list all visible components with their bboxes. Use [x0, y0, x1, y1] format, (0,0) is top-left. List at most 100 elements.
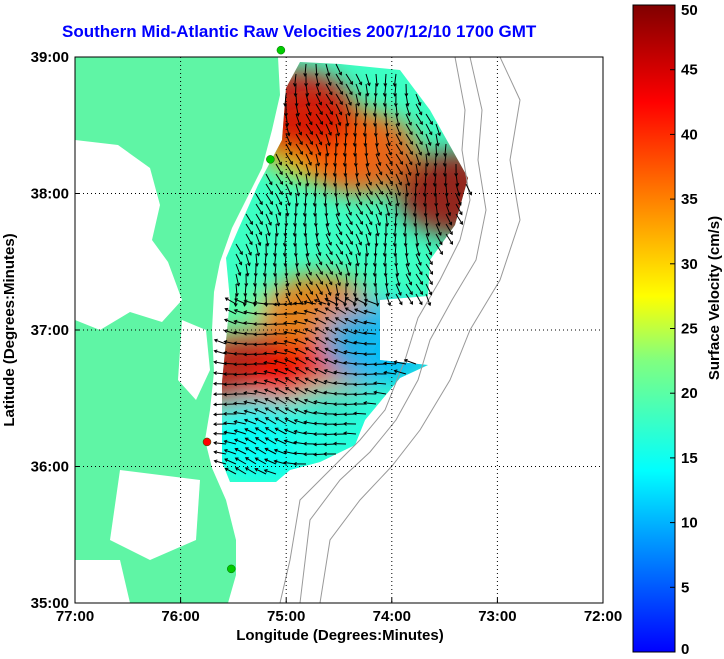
velocity-arrow — [455, 213, 463, 225]
colorbar-tick-label: 40 — [681, 126, 698, 143]
velocity-arrow — [295, 183, 300, 196]
velocity-arrow — [405, 263, 411, 276]
arrow-head — [353, 351, 357, 356]
arrow-head — [233, 382, 237, 387]
arrow-head — [357, 92, 362, 97]
arrow-head — [373, 390, 378, 395]
velocity-arrow — [305, 93, 310, 106]
arrow-head — [379, 201, 383, 206]
arrow-head — [353, 372, 357, 377]
velocity-arrow — [295, 123, 302, 136]
velocity-arrow — [263, 352, 277, 355]
velocity-arrow — [224, 431, 237, 435]
arrow-head — [284, 367, 289, 372]
velocity-arrow — [325, 283, 331, 296]
velocity-arrow — [325, 83, 333, 95]
colorbar-tick-label: 25 — [681, 321, 698, 338]
arrow-head — [323, 369, 328, 373]
arrow-head — [278, 201, 283, 206]
velocity-arrow — [235, 448, 247, 455]
arrow-head — [387, 202, 392, 207]
velocity-arrow — [234, 438, 247, 445]
arrow-head — [238, 261, 243, 266]
velocity-arrow — [395, 283, 402, 296]
arrow-head — [294, 338, 298, 343]
velocity-arrow — [265, 427, 277, 435]
arrow-head — [243, 352, 247, 357]
arrow-head — [329, 271, 333, 276]
arrow-head — [407, 172, 412, 177]
velocity-arrow — [345, 203, 352, 216]
arrow-head — [428, 131, 433, 136]
arrow-head — [408, 281, 413, 286]
velocity-arrow — [335, 213, 341, 226]
arrow-head — [339, 261, 343, 266]
arrow-head — [274, 427, 279, 432]
arrow-head — [264, 397, 269, 402]
arrow-head — [319, 291, 323, 296]
velocity-arrow — [344, 153, 347, 166]
arrow-head — [333, 432, 337, 437]
arrow-head — [417, 162, 421, 167]
arrow-head — [448, 221, 453, 226]
velocity-arrow — [345, 297, 357, 305]
arrow-head — [307, 112, 312, 116]
velocity-arrow — [385, 133, 391, 146]
velocity-arrow — [315, 357, 327, 365]
velocity-arrow — [364, 103, 367, 117]
arrow-head — [233, 303, 238, 307]
arrow-head — [438, 231, 442, 236]
arrow-head — [304, 328, 309, 332]
velocity-arrow — [345, 103, 350, 116]
velocity-arrow — [294, 419, 307, 425]
velocity-arrow — [304, 328, 317, 335]
arrow-head — [343, 303, 348, 307]
x-tick-label: 72:00 — [584, 608, 622, 625]
radar-stations — [202, 45, 286, 574]
velocity-arrow — [274, 369, 287, 375]
arrow-head — [233, 410, 238, 415]
velocity-arrow — [253, 283, 257, 296]
arrow-head — [243, 409, 248, 414]
velocity-arrow — [385, 203, 390, 216]
velocity-arrow — [275, 407, 287, 415]
velocity-arrow — [275, 293, 280, 306]
arrow-head — [264, 447, 269, 452]
arrow-head — [254, 437, 259, 441]
velocity-arrow — [365, 153, 369, 166]
velocity-arrow — [354, 123, 357, 136]
velocity-arrow — [405, 103, 411, 116]
arrow-head — [293, 93, 298, 97]
arrow-head — [253, 398, 258, 403]
velocity-arrow — [394, 223, 397, 236]
arrow-head — [377, 162, 382, 167]
velocity-arrow — [265, 407, 277, 415]
velocity-arrow — [245, 447, 257, 455]
arrow-head — [339, 241, 343, 246]
velocity-arrow — [295, 377, 307, 385]
velocity-arrow — [384, 83, 387, 96]
arrow-head — [299, 161, 303, 166]
arrow-head — [314, 347, 319, 351]
velocity-arrow — [315, 368, 327, 375]
velocity-arrow — [335, 263, 342, 276]
arrow-head — [285, 212, 290, 217]
arrow-head — [213, 371, 217, 376]
arrow-head — [399, 151, 403, 156]
velocity-arrow — [324, 173, 327, 186]
arrow-head — [345, 192, 350, 197]
velocity-arrow — [305, 163, 310, 176]
velocity-arrow — [415, 173, 418, 187]
y-tick-label: 36:00 — [31, 459, 69, 476]
velocity-arrow — [235, 467, 247, 475]
velocity-arrow — [444, 163, 447, 176]
velocity-arrow — [405, 113, 412, 126]
arrow-head — [313, 410, 318, 415]
arrow-head — [253, 311, 257, 316]
arrow-head — [334, 327, 339, 332]
arrow-head — [284, 377, 289, 381]
velocity-arrow — [395, 203, 398, 217]
arrow-head — [359, 231, 363, 236]
arrow-head — [363, 400, 368, 405]
velocity-arrow — [304, 388, 317, 395]
